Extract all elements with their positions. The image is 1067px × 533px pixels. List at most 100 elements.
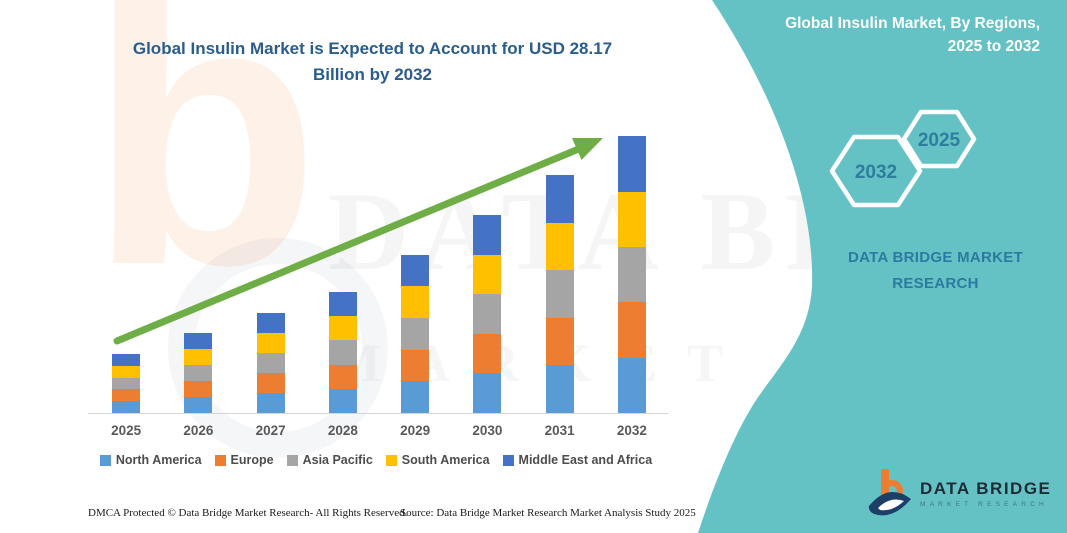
bar-column-2029 (379, 136, 451, 413)
bar-segment (473, 215, 502, 255)
bar-segment (617, 357, 646, 413)
bar-segment (256, 352, 285, 373)
hexagon-2032-icon (829, 134, 923, 208)
bar-segment (256, 332, 285, 353)
bar-segment (328, 316, 357, 341)
bar-segment (401, 318, 430, 350)
bar-segment (401, 381, 430, 413)
x-tick-label: 2027 (255, 423, 286, 438)
legend-label: Europe (230, 453, 274, 467)
x-tick-label: 2031 (544, 423, 575, 438)
dbmr-logo-icon (868, 469, 911, 516)
bar-segment (112, 377, 141, 390)
bar-segment (256, 372, 285, 393)
bar-segment (401, 349, 430, 382)
x-axis-line (88, 413, 668, 414)
bar-column-2026 (162, 136, 234, 413)
bar-column-2027 (235, 136, 307, 413)
legend-label: South America (401, 453, 490, 467)
stacked-bar-2026 (184, 333, 213, 413)
bar-segment (184, 365, 213, 382)
bar-segment (328, 364, 357, 389)
bar-segment (328, 388, 357, 413)
x-tick-label: 2030 (472, 423, 503, 438)
logo-name: DATA BRIDGE (920, 478, 1052, 498)
legend-item: South America (385, 453, 490, 467)
panel-brand-line2: RESEARCH (892, 274, 979, 292)
chart-title-line2: Billion by 2032 (312, 64, 433, 84)
panel-title-line2: 2025 to 2032 (947, 38, 1040, 56)
stacked-bar-2032 (617, 136, 646, 413)
bar-segment (617, 136, 646, 192)
stacked-bar-plot (90, 136, 668, 413)
bar-segment (473, 294, 502, 334)
bar-segment (473, 254, 502, 295)
bar-segment (112, 365, 141, 378)
trend-arrow-icon (113, 138, 603, 345)
x-tick-label: 2025 (111, 423, 142, 438)
chart-title: Global Insulin Market is Expected to Acc… (95, 36, 650, 87)
bar-segment (184, 333, 213, 350)
legend-item: Europe (214, 453, 274, 467)
legend-swatch-icon (502, 454, 514, 466)
legend-item: North America (99, 453, 202, 467)
chart-legend: North America Europe Asia Pacific South Ame… (80, 453, 672, 467)
bar-segment (328, 292, 357, 317)
x-axis-labels: 2025 2026 2027 2028 2029 2030 2031 2032 (90, 423, 668, 438)
bar-column-2032 (596, 136, 668, 413)
legend-swatch-icon (99, 454, 111, 466)
legend-label: Asia Pacific (302, 453, 373, 467)
bar-segment (473, 373, 502, 413)
x-tick-label: 2028 (327, 423, 358, 438)
panel-brand-text: DATA BRIDGE MARKET RESEARCH (818, 245, 1053, 296)
panel-title: Global Insulin Market, By Regions, 2025 … (710, 12, 1040, 59)
bar-segment (184, 397, 213, 413)
bar-segment (617, 191, 646, 247)
legend-label: North America (115, 453, 202, 467)
x-tick-label: 2032 (616, 423, 647, 438)
stacked-bar-2031 (545, 175, 574, 413)
bar-segment (545, 270, 574, 318)
stacked-bar-2030 (473, 215, 502, 413)
bar-segment (473, 333, 502, 374)
bar-column-2030 (451, 136, 523, 413)
bar-segment (617, 246, 646, 303)
dbmr-logo: DATA BRIDGE MARKET RESEARCH (866, 468, 1051, 518)
stacked-bar-2027 (256, 312, 285, 413)
stacked-bar-2029 (401, 254, 430, 413)
bar-segment (545, 317, 574, 366)
bar-column-2031 (524, 136, 596, 413)
bar-segment (112, 401, 141, 413)
bar-segment (256, 392, 285, 413)
bar-segment (617, 302, 646, 358)
panel-brand-line1: DATA BRIDGE MARKET (847, 249, 1024, 266)
x-tick-label: 2029 (400, 423, 431, 438)
bar-segment (184, 349, 213, 366)
bar-column-2028 (307, 136, 379, 413)
bar-segment (328, 340, 357, 365)
bar-segment (184, 381, 213, 398)
hexagon-2025-icon (901, 109, 977, 169)
legend-swatch-icon (286, 454, 298, 466)
panel-title-line1: Global Insulin Market, By Regions, (785, 15, 1040, 32)
bar-segment (545, 175, 574, 223)
x-tick-label: 2026 (183, 423, 214, 438)
hexagon-2032-label: 2032 (855, 162, 897, 183)
bar-segment (256, 312, 285, 333)
legend-item: Middle East and Africa (502, 453, 653, 467)
bar-segment (545, 222, 574, 271)
chart-title-line1: Global Insulin Market is Expected to Acc… (132, 39, 613, 58)
bar-segment (401, 286, 430, 319)
legend-swatch-icon (385, 454, 397, 466)
stacked-bar-2028 (328, 292, 357, 413)
legend-label: Middle East and Africa (518, 453, 653, 467)
hexagon-2025-label: 2025 (918, 130, 961, 151)
bar-segment (401, 254, 430, 287)
bar-column-2025 (90, 136, 162, 413)
bar-segment (112, 389, 141, 402)
stacked-bar-2025 (112, 354, 141, 413)
logo-subtitle: MARKET RESEARCH (920, 500, 1048, 508)
